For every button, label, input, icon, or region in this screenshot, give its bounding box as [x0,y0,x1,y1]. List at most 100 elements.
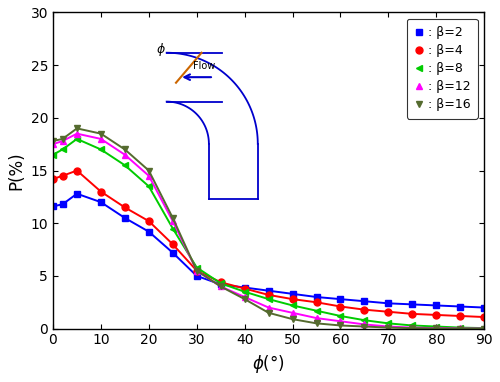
: β=8: (85, 0.1): β=8: (85, 0.1) [458,325,464,330]
: β=12: (70, 0.2): β=12: (70, 0.2) [386,324,392,329]
: β=4: (20, 10.2): β=4: (20, 10.2) [146,219,152,223]
: β=16: (85, 0.01): β=16: (85, 0.01) [458,326,464,331]
: β=2: (55, 3): β=2: (55, 3) [314,295,320,299]
: β=8: (25, 9.5): β=8: (25, 9.5) [170,226,176,231]
Line: : β=12: : β=12 [50,130,488,332]
: β=16: (45, 1.5): β=16: (45, 1.5) [266,311,272,315]
: β=8: (35, 4.3): β=8: (35, 4.3) [218,281,224,286]
: β=4: (85, 1.2): β=4: (85, 1.2) [458,314,464,318]
: β=4: (5, 15): β=4: (5, 15) [74,168,80,173]
: β=12: (2, 17.8): β=12: (2, 17.8) [60,139,66,143]
: β=8: (80, 0.2): β=8: (80, 0.2) [434,324,440,329]
: β=8: (45, 2.8): β=8: (45, 2.8) [266,297,272,301]
: β=2: (75, 2.3): β=2: (75, 2.3) [410,302,416,307]
: β=16: (50, 0.9): β=16: (50, 0.9) [290,317,296,321]
: β=8: (75, 0.3): β=8: (75, 0.3) [410,323,416,328]
: β=2: (85, 2.1): β=2: (85, 2.1) [458,304,464,309]
: β=12: (15, 16.5): β=12: (15, 16.5) [122,152,128,157]
: β=2: (35, 4.2): β=2: (35, 4.2) [218,282,224,286]
: β=12: (40, 3): β=12: (40, 3) [242,295,248,299]
: β=16: (70, 0.1): β=16: (70, 0.1) [386,325,392,330]
: β=2: (50, 3.3): β=2: (50, 3.3) [290,291,296,296]
: β=4: (0, 14.2): β=4: (0, 14.2) [50,177,56,181]
: β=12: (0, 17.5): β=12: (0, 17.5) [50,142,56,146]
: β=16: (90, 0): β=16: (90, 0) [481,326,487,331]
Y-axis label: P(%): P(%) [7,151,25,190]
: β=12: (10, 18): β=12: (10, 18) [98,137,104,141]
: β=16: (10, 18.5): β=16: (10, 18.5) [98,131,104,136]
: β=8: (90, 0.05): β=8: (90, 0.05) [481,326,487,330]
: β=12: (60, 0.7): β=12: (60, 0.7) [338,319,344,324]
: β=2: (70, 2.4): β=2: (70, 2.4) [386,301,392,306]
: β=2: (40, 3.9): β=2: (40, 3.9) [242,285,248,290]
: β=4: (65, 1.8): β=4: (65, 1.8) [362,308,368,312]
: β=12: (25, 10.2): β=12: (25, 10.2) [170,219,176,223]
: β=4: (75, 1.4): β=4: (75, 1.4) [410,312,416,316]
: β=4: (2, 14.5): β=4: (2, 14.5) [60,173,66,178]
: β=16: (0, 17.8): β=16: (0, 17.8) [50,139,56,143]
: β=8: (70, 0.5): β=8: (70, 0.5) [386,321,392,326]
Line: : β=16: : β=16 [50,125,488,332]
: β=8: (5, 18): β=8: (5, 18) [74,137,80,141]
: β=16: (60, 0.3): β=16: (60, 0.3) [338,323,344,328]
: β=8: (40, 3.5): β=8: (40, 3.5) [242,290,248,294]
: β=8: (15, 15.5): β=8: (15, 15.5) [122,163,128,168]
: β=12: (30, 5.5): β=12: (30, 5.5) [194,269,200,273]
Line: : β=8: : β=8 [50,136,488,332]
: β=2: (0, 11.6): β=2: (0, 11.6) [50,204,56,209]
: β=4: (40, 3.8): β=4: (40, 3.8) [242,286,248,291]
: β=4: (70, 1.6): β=4: (70, 1.6) [386,309,392,314]
: β=2: (25, 7.2): β=2: (25, 7.2) [170,251,176,255]
Line: : β=4: : β=4 [50,167,488,320]
Legend: : β=2, : β=4, : β=8, : β=12, : β=16: : β=2, : β=4, : β=8, : β=12, : β=16 [406,19,478,119]
: β=8: (10, 17): β=8: (10, 17) [98,147,104,152]
: β=12: (35, 4): β=12: (35, 4) [218,284,224,289]
: β=4: (25, 8): β=4: (25, 8) [170,242,176,247]
: β=8: (2, 17): β=8: (2, 17) [60,147,66,152]
X-axis label: $\phi$(°): $\phi$(°) [252,353,285,375]
: β=16: (30, 5.5): β=16: (30, 5.5) [194,269,200,273]
: β=8: (50, 2.2): β=8: (50, 2.2) [290,303,296,308]
: β=2: (90, 2): β=2: (90, 2) [481,305,487,310]
: β=8: (30, 5.8): β=8: (30, 5.8) [194,265,200,270]
: β=8: (65, 0.8): β=8: (65, 0.8) [362,318,368,322]
: β=2: (15, 10.5): β=2: (15, 10.5) [122,216,128,220]
: β=4: (15, 11.5): β=4: (15, 11.5) [122,205,128,210]
: β=4: (10, 13): β=4: (10, 13) [98,189,104,194]
: β=2: (65, 2.6): β=2: (65, 2.6) [362,299,368,304]
Text: $\phi$: $\phi$ [156,41,166,58]
: β=12: (5, 18.5): β=12: (5, 18.5) [74,131,80,136]
: β=16: (65, 0.2): β=16: (65, 0.2) [362,324,368,329]
: β=2: (2, 11.8): β=2: (2, 11.8) [60,202,66,207]
: β=8: (60, 1.2): β=8: (60, 1.2) [338,314,344,318]
Text: Flow: Flow [192,62,215,71]
: β=12: (55, 1): β=12: (55, 1) [314,316,320,320]
: β=4: (60, 2.1): β=4: (60, 2.1) [338,304,344,309]
: β=12: (85, 0.02): β=12: (85, 0.02) [458,326,464,331]
: β=16: (20, 15): β=16: (20, 15) [146,168,152,173]
: β=12: (20, 14.5): β=12: (20, 14.5) [146,173,152,178]
: β=2: (20, 9.2): β=2: (20, 9.2) [146,229,152,234]
: β=4: (80, 1.3): β=4: (80, 1.3) [434,312,440,317]
: β=16: (35, 4): β=16: (35, 4) [218,284,224,289]
: β=2: (10, 12): β=2: (10, 12) [98,200,104,204]
: β=16: (55, 0.5): β=16: (55, 0.5) [314,321,320,326]
: β=8: (55, 1.7): β=8: (55, 1.7) [314,308,320,313]
: β=8: (0, 16.5): β=8: (0, 16.5) [50,152,56,157]
: β=8: (20, 13.5): β=8: (20, 13.5) [146,184,152,189]
: β=16: (75, 0.05): β=16: (75, 0.05) [410,326,416,330]
: β=4: (30, 5.5): β=4: (30, 5.5) [194,269,200,273]
: β=4: (90, 1.1): β=4: (90, 1.1) [481,315,487,319]
: β=2: (30, 5): β=2: (30, 5) [194,274,200,278]
: β=12: (80, 0.05): β=12: (80, 0.05) [434,326,440,330]
: β=2: (45, 3.6): β=2: (45, 3.6) [266,288,272,293]
: β=16: (25, 10.5): β=16: (25, 10.5) [170,216,176,220]
: β=16: (15, 17): β=16: (15, 17) [122,147,128,152]
: β=12: (90, 0.01): β=12: (90, 0.01) [481,326,487,331]
: β=12: (65, 0.4): β=12: (65, 0.4) [362,322,368,327]
: β=4: (45, 3.2): β=4: (45, 3.2) [266,293,272,297]
: β=2: (5, 12.8): β=2: (5, 12.8) [74,191,80,196]
: β=12: (45, 2): β=12: (45, 2) [266,305,272,310]
: β=16: (80, 0.02): β=16: (80, 0.02) [434,326,440,331]
: β=4: (50, 2.8): β=4: (50, 2.8) [290,297,296,301]
